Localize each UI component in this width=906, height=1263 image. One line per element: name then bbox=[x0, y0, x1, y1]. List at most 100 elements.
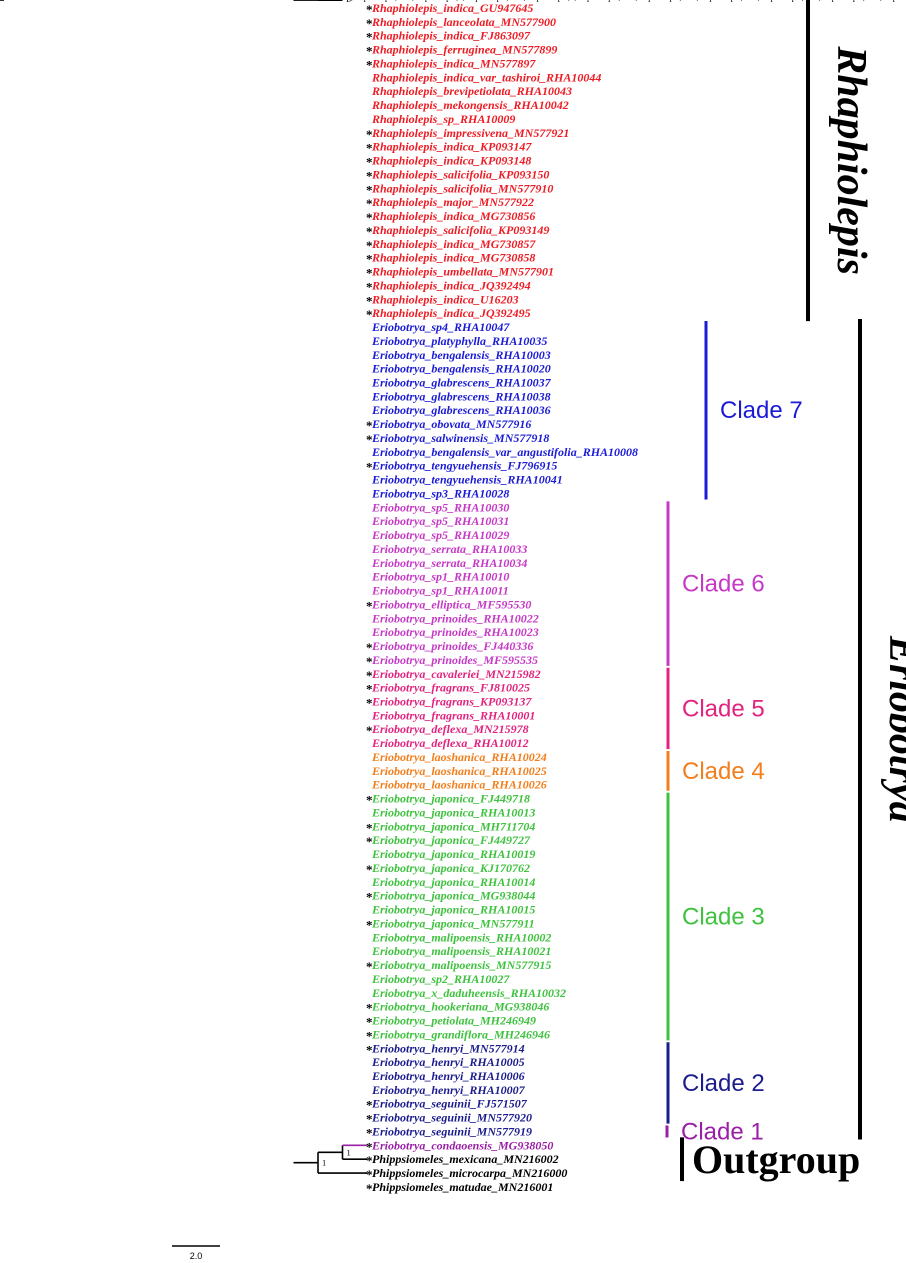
leaf-label: Eriobotrya_laoshanica_RHA10026 bbox=[371, 778, 547, 792]
sequence-marker: * bbox=[366, 820, 373, 835]
sequence-marker: * bbox=[366, 1028, 373, 1043]
leaf-label: Eriobotrya_seguinii_MN577920 bbox=[371, 1111, 532, 1125]
leaf-label: Eriobotrya_platyphylla_RHA10035 bbox=[371, 334, 547, 348]
sequence-marker: * bbox=[366, 1001, 373, 1016]
leaf-label: Eriobotrya_prinoides_MF595535 bbox=[371, 653, 538, 667]
support-value: 1 bbox=[347, 1147, 351, 1157]
sequence-marker: * bbox=[366, 307, 373, 322]
leaf-label: Phippsiomeles_mexicana_MN216002 bbox=[372, 1152, 559, 1166]
sequence-marker: * bbox=[366, 155, 373, 170]
leaf-label: Eriobotrya_japonica_RHA10014 bbox=[371, 875, 535, 889]
leaf-label: Rhaphiolepis_mekongensis_RHA10042 bbox=[371, 98, 569, 112]
leaf-label: Rhaphiolepis_indica_FJ863097 bbox=[371, 29, 531, 43]
clade-label: Clade 3 bbox=[682, 903, 765, 930]
sequence-marker: * bbox=[366, 266, 373, 281]
sequence-marker: * bbox=[366, 1125, 373, 1140]
sequence-marker: * bbox=[366, 723, 373, 738]
sequence-marker: * bbox=[366, 862, 373, 877]
sequence-marker: * bbox=[366, 2, 373, 17]
leaf-label: Rhaphiolepis_indica_JQ392495 bbox=[371, 306, 531, 320]
sequence-marker: * bbox=[366, 793, 373, 808]
sequence-marker: * bbox=[366, 418, 373, 433]
leaf-label: Eriobotrya_sp1_RHA10011 bbox=[371, 584, 509, 598]
sequence-marker: * bbox=[366, 210, 373, 225]
leaf-label: Rhaphiolepis_indica_MN577897 bbox=[371, 56, 536, 70]
sequence-marker: * bbox=[366, 959, 373, 974]
sequence-marker: * bbox=[366, 279, 373, 294]
leaf-label: Eriobotrya_tengyuehensis_FJ796915 bbox=[371, 459, 557, 473]
leaf-label: Eriobotrya_x_daduheensis_RHA10032 bbox=[371, 986, 566, 1000]
leaf-label: Eriobotrya_hookeriana_MG938046 bbox=[371, 1000, 549, 1014]
sequence-marker: * bbox=[366, 890, 373, 905]
sequence-marker: * bbox=[366, 1112, 373, 1127]
leaf-label: Eriobotrya_sp5_RHA10029 bbox=[371, 528, 509, 542]
sequence-marker: * bbox=[366, 238, 373, 253]
leaf-label: Eriobotrya_obovata_MN577916 bbox=[371, 417, 531, 431]
support-value: u bbox=[347, 0, 352, 2]
leaf-label: Rhaphiolepis_indica_MG730856 bbox=[371, 209, 535, 223]
leaf-label: Eriobotrya_prinoides_RHA10022 bbox=[371, 611, 539, 625]
sequence-marker: * bbox=[366, 1167, 373, 1182]
leaf-label: Eriobotrya_serrata_RHA10034 bbox=[371, 556, 527, 570]
leaf-label: Eriobotrya_fragrans_KP093137 bbox=[371, 695, 532, 709]
leaf-label: Rhaphiolepis_indica_KP093148 bbox=[371, 154, 531, 168]
leaf-label: Eriobotrya_sp1_RHA10010 bbox=[371, 570, 509, 584]
sequence-marker: * bbox=[366, 1042, 373, 1057]
sequence-marker: * bbox=[366, 127, 373, 142]
leaf-label: Rhaphiolepis_umbellata_MN577901 bbox=[371, 265, 554, 279]
leaf-label: Rhaphiolepis_indica_JQ392494 bbox=[371, 278, 531, 292]
sequence-marker: * bbox=[366, 917, 373, 932]
support-value: 1,rhaphiolepis,0.23,rhaphiolepis,1,rhaph… bbox=[347, 0, 906, 2]
sequence-marker: * bbox=[366, 654, 373, 669]
sequence-marker: * bbox=[366, 1139, 373, 1154]
sequence-marker: * bbox=[366, 30, 373, 45]
leaf-label: Eriobotrya_deflexa_RHA10012 bbox=[371, 736, 529, 750]
leaf-label: Rhaphiolepis_major_MN577922 bbox=[371, 195, 534, 209]
leaf-label: Rhaphiolepis_ferruginea_MN577899 bbox=[371, 43, 557, 57]
leaf-label: Eriobotrya_seguinii_MN577919 bbox=[371, 1124, 532, 1138]
leaf-labels: * Rhaphiolepis_indica_GU947645* Rhaphiolep… bbox=[366, 1, 638, 1196]
support-value: o bbox=[322, 0, 326, 2]
clade-label: Clade 1 bbox=[681, 1118, 764, 1145]
leaf-label: Eriobotrya_prinoides_FJ440336 bbox=[371, 639, 533, 653]
sequence-marker: * bbox=[366, 1153, 373, 1168]
leaf-label: Eriobotrya_seguinii_FJ571507 bbox=[371, 1097, 528, 1111]
clade-label: Clade 6 bbox=[682, 571, 765, 598]
leaf-label: Eriobotrya_petiolata_MH246949 bbox=[371, 1014, 536, 1028]
sequence-marker: * bbox=[366, 16, 373, 31]
sequence-marker: * bbox=[366, 598, 373, 613]
leaf-label: Eriobotrya_sp2_RHA10027 bbox=[371, 972, 510, 986]
leaf-label: Rhaphiolepis_indica_var_tashiroi_RHA1004… bbox=[371, 70, 601, 84]
leaf-label: Eriobotrya_japonica_FJ449718 bbox=[371, 792, 530, 806]
leaf-label: Eriobotrya_laoshanica_RHA10024 bbox=[371, 750, 547, 764]
leaf-label: Eriobotrya_fragrans_RHA10001 bbox=[371, 708, 535, 722]
leaf-label: Phippsiomeles_matudae_MN216001 bbox=[372, 1180, 553, 1194]
support-value: r bbox=[347, 0, 350, 2]
leaf-label: Eriobotrya_japonica_RHA10019 bbox=[371, 847, 535, 861]
leaf-label: Eriobotrya_tengyuehensis_RHA10041 bbox=[371, 473, 563, 487]
leaf-label: Eriobotrya_sp3_RHA10028 bbox=[371, 486, 509, 500]
leaf-label: Eriobotrya_japonica_MN577911 bbox=[371, 916, 535, 930]
leaf-label: Eriobotrya_sp4_RHA10047 bbox=[371, 320, 510, 334]
leaf-label: Rhaphiolepis_salicifolia_KP093150 bbox=[371, 167, 549, 181]
sequence-marker: * bbox=[366, 682, 373, 697]
leaf-label: Rhaphiolepis_salicifolia_MN577910 bbox=[371, 181, 553, 195]
sequence-marker: * bbox=[366, 196, 373, 211]
sequence-marker: * bbox=[366, 1181, 373, 1196]
leaf-label: Eriobotrya_malipoensis_RHA10002 bbox=[371, 930, 551, 944]
support-value: p bbox=[347, 0, 351, 2]
leaf-label: Eriobotrya_salwinensis_MN577918 bbox=[371, 431, 549, 445]
sequence-marker: * bbox=[366, 224, 373, 239]
leaf-label: Eriobotrya_bengalensis_RHA10020 bbox=[371, 362, 551, 376]
sequence-marker: * bbox=[366, 141, 373, 156]
clade-label: Clade 7 bbox=[720, 397, 803, 424]
clade-label: Clade 4 bbox=[682, 758, 765, 785]
leaf-label: Eriobotrya_japonica_RHA10013 bbox=[371, 805, 535, 819]
leaf-label: Eriobotrya_henryi_RHA10007 bbox=[371, 1083, 526, 1097]
leaf-label: Eriobotrya_bengalensis_RHA10003 bbox=[371, 348, 551, 362]
scale-bar: 2.0 bbox=[172, 1245, 220, 1261]
sequence-marker: * bbox=[366, 1015, 373, 1030]
leaf-label: Rhaphiolepis_indica_GU947645 bbox=[371, 1, 533, 15]
leaf-label: Eriobotrya_fragrans_FJ810025 bbox=[371, 681, 530, 695]
